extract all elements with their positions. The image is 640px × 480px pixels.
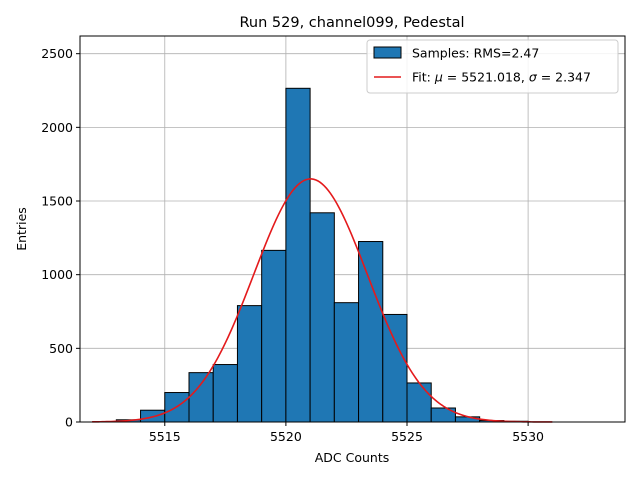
legend-fit-sigma-symbol: σ [529, 70, 538, 85]
histogram-bar [358, 241, 384, 423]
legend-fit-label: Fit: μ = 5521.018, σ = 2.347 [412, 70, 591, 85]
histogram-bars [115, 87, 529, 423]
x-tick-label: 5530 [512, 429, 544, 444]
y-tick-label: 2500 [41, 46, 73, 61]
histogram-bar [454, 416, 481, 423]
plot-frame [79, 35, 626, 423]
histogram-bar [236, 305, 263, 423]
legend-fit-sigma-value: = 2.347 [537, 70, 591, 85]
legend-fit-mu-value: = 5521.018, [443, 70, 529, 85]
y-tick-label: 1500 [41, 194, 73, 209]
legend: Samples: RMS=2.47 Fit: μ = 5521.018, σ =… [366, 39, 619, 94]
y-tick-label: 2000 [41, 120, 73, 135]
legend-fit-prefix: Fit: [412, 70, 435, 85]
x-tick-label: 5515 [149, 429, 181, 444]
histogram-bar [285, 87, 311, 423]
legend-fit-mu-symbol: μ [434, 70, 443, 85]
axis-ticks: 5515 5520 5525 5530 0 500 1000 1500 2000 2500 [41, 46, 544, 444]
histogram-bar [406, 382, 432, 423]
y-tick-label: 0 [65, 415, 73, 430]
histogram-bar [382, 313, 408, 423]
x-tick-label: 5525 [391, 429, 423, 444]
x-axis-label: ADC Counts [315, 450, 390, 465]
histogram-bar [212, 364, 238, 423]
fit-curve [92, 178, 553, 423]
legend-box [366, 39, 619, 94]
histogram-bar [188, 372, 214, 423]
histogram-bar [309, 212, 335, 423]
legend-samples-swatch [373, 46, 402, 59]
y-tick-label: 500 [49, 341, 73, 356]
histogram-bar [261, 249, 287, 423]
y-axis-label: Entries [14, 207, 29, 251]
histogram-bar [333, 302, 360, 423]
chart-title: Run 529, channel099, Pedestal [239, 15, 464, 31]
y-tick-label: 1000 [41, 267, 73, 282]
x-tick-label: 5520 [270, 429, 302, 444]
legend-samples-label: Samples: RMS=2.47 [412, 46, 539, 61]
